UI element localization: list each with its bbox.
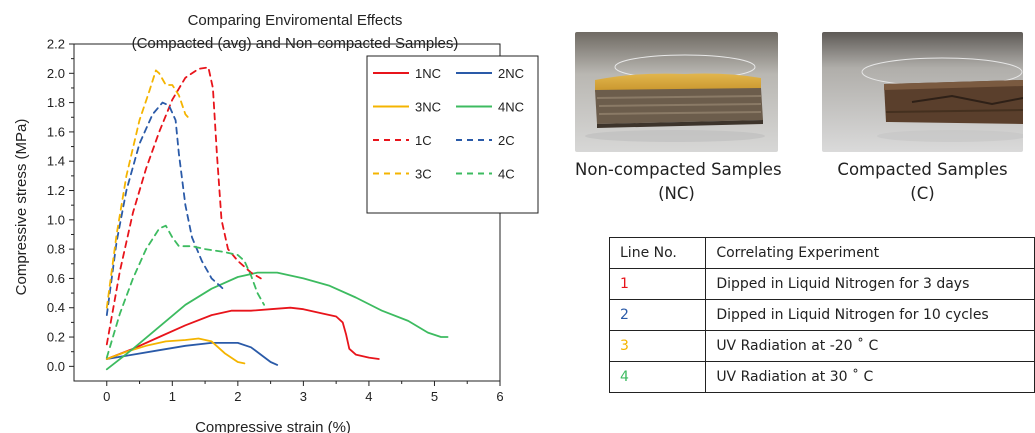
legend-label-2NC: 2NC (498, 66, 524, 81)
x-tick-label: 3 (300, 389, 307, 404)
line-number-4: 4 (608, 361, 707, 393)
compacted-sample-photo (822, 32, 1023, 152)
x-tick-label: 1 (169, 389, 176, 404)
experiment-table: Line No. Correlating Experiment 1 Dipped… (608, 237, 1035, 393)
x-tick-label: 2 (234, 389, 241, 404)
series-line-2NC (105, 341, 279, 366)
non-compacted-caption-line1: Non-compacted Samples (575, 160, 782, 179)
line-number-1: 1 (608, 268, 707, 300)
y-axis-label: Compressive stress (MPa) (13, 119, 30, 296)
legend-label-3NC: 3NC (415, 100, 441, 115)
y-tick-label: 1.0 (47, 212, 65, 227)
plot-area: 0 1 2 3 4 5 6 0.0 0.2 0.4 0.6 0.8 1.0 1.2 1.4 1.6 1.8 2.0… (47, 37, 504, 405)
legend-box (366, 55, 539, 214)
y-tick-label: 0.6 (47, 271, 65, 286)
legend-label-1NC: 1NC (415, 66, 441, 81)
x-tick-label: 0 (103, 389, 110, 404)
y-tick-label: 1.2 (47, 183, 65, 198)
series-line-2C (105, 101, 226, 317)
y-tick-label: 0.2 (47, 330, 65, 345)
compacted-caption-line2: (C) (910, 184, 935, 203)
series-line-3NC (105, 337, 246, 365)
experiment-4: UV Radiation at 30 ˚ C (705, 361, 1035, 393)
legend-label-1C: 1C (415, 133, 432, 148)
table-row: 4 UV Radiation at 30 ˚ C (608, 361, 1035, 393)
legend-label-4C: 4C (498, 167, 515, 182)
legend-label-2C: 2C (498, 133, 515, 148)
experiment-1: Dipped in Liquid Nitrogen for 3 days (705, 268, 1035, 300)
legend-label-3C: 3C (415, 167, 432, 182)
x-tick-label: 6 (496, 389, 503, 404)
table-header-row: Line No. Correlating Experiment (608, 237, 1035, 269)
header-experiment: Correlating Experiment (705, 237, 1035, 269)
y-tick-label: 0.0 (47, 359, 65, 374)
chart-title: Comparing Enviromental Effects (188, 12, 403, 29)
non-compacted-caption-line2: (NC) (658, 184, 695, 203)
x-tick-label: 4 (365, 389, 372, 404)
y-tick-label: 0.4 (47, 300, 65, 315)
table-row: 1 Dipped in Liquid Nitrogen for 3 days (608, 268, 1035, 300)
legend-label-4NC: 4NC (498, 100, 524, 115)
series-line-3C (105, 69, 192, 309)
series-line-4C (105, 224, 266, 359)
y-tick-label: 2.2 (47, 37, 65, 52)
y-tick-label: 0.8 (47, 242, 65, 257)
experiment-3: UV Radiation at -20 ˚ C (705, 330, 1035, 362)
y-tick-label: 2.0 (47, 66, 65, 81)
x-axis-label: Compressive strain (%) (195, 419, 351, 433)
header-line-no: Line No. (608, 237, 707, 269)
series-line-4NC (105, 271, 449, 371)
y-tick-label: 1.8 (47, 95, 65, 110)
stress-strain-chart: Comparing Enviromental Effects (Compacte… (13, 12, 539, 433)
compacted-caption: Compacted Samples (C) (822, 158, 1023, 206)
y-tick-label: 1.6 (47, 124, 65, 139)
table-row: 3 UV Radiation at -20 ˚ C (608, 330, 1035, 362)
line-number-3: 3 (608, 330, 707, 362)
non-compacted-caption: Non-compacted Samples (NC) (575, 158, 782, 206)
y-tick-label: 1.4 (47, 154, 65, 169)
experiment-2: Dipped in Liquid Nitrogen for 10 cycles (705, 299, 1035, 331)
non-compacted-sample-photo (575, 32, 778, 152)
line-number-2: 2 (608, 299, 707, 331)
x-tick-label: 5 (431, 389, 438, 404)
table-row: 2 Dipped in Liquid Nitrogen for 10 cycle… (608, 299, 1035, 331)
series-line-1NC (105, 306, 380, 360)
chart-legend: 1NC 2NC 3NC 4NC 1C 2C 3C 4C (366, 55, 539, 214)
compacted-caption-line1: Compacted Samples (837, 160, 1008, 179)
series-line-1C (105, 66, 262, 346)
